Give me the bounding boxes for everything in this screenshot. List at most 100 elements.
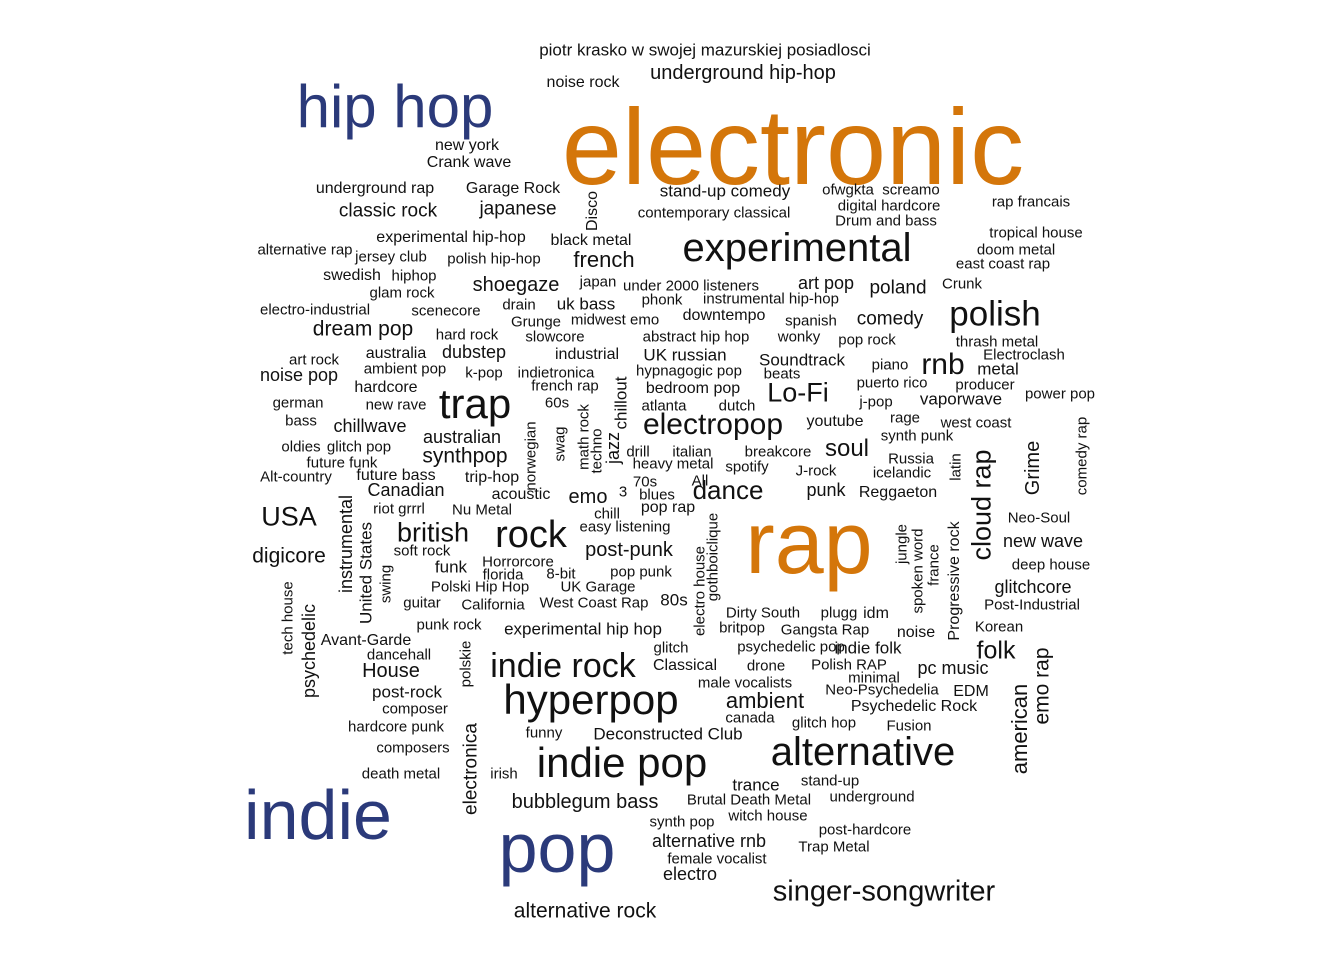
tag-edm: EDM xyxy=(953,683,989,700)
tag-japanese: japanese xyxy=(479,198,557,220)
tag-idm: idm xyxy=(863,605,889,622)
tag-australian: australian xyxy=(422,427,502,447)
tag-downtempo: downtempo xyxy=(682,307,766,324)
tag-tech-house: tech house xyxy=(279,581,297,655)
tag-rock: rock xyxy=(495,514,567,556)
tag-alternative-rap: alternative rap xyxy=(257,241,353,259)
tag-glitch-hop: glitch hop xyxy=(791,714,857,732)
tag-rap-francais: rap francais xyxy=(991,193,1071,211)
tag-norwegian: norwegian xyxy=(522,421,540,491)
tag-post-hardcore: post-hardcore xyxy=(818,821,912,839)
tag-heavy-metal: heavy metal xyxy=(632,455,714,473)
tag-dancehall: dancehall xyxy=(366,646,432,664)
tag-all: All xyxy=(691,472,709,490)
tag-80s: 80s xyxy=(660,590,688,610)
tag-crank-wave: Crank wave xyxy=(426,154,512,171)
tag-shoegaze: shoegaze xyxy=(472,274,560,296)
tag-chillout: chillout xyxy=(611,376,631,430)
tag-neo-soul: Neo-Soul xyxy=(1007,509,1071,527)
tag-drain: drain xyxy=(502,296,536,314)
tag-grime: Grime xyxy=(1022,440,1044,496)
tag-j-rock: J-rock xyxy=(795,462,837,480)
tag-instrumental: instrumental xyxy=(336,494,356,594)
tag-dutch: dutch xyxy=(718,397,756,415)
tag-american: american xyxy=(1007,683,1032,775)
tag-spoken-word: spoken word xyxy=(909,528,927,614)
tag-canadian: Canadian xyxy=(367,480,445,500)
tag-glitchcore: glitchcore xyxy=(994,577,1072,597)
tag-beats: beats xyxy=(763,365,801,383)
tag-indie: indie xyxy=(244,776,392,854)
tag-underground-hip-hop: underground hip-hop xyxy=(650,62,836,84)
tag-riot-grrrl: riot grrrl xyxy=(373,500,425,518)
tag-jersey-club: jersey club xyxy=(355,248,427,266)
tag-italian: italian xyxy=(672,443,712,461)
tag-hiphop: hiphop xyxy=(391,267,437,285)
tag-hardcore-punk: hardcore punk xyxy=(348,718,444,736)
tag-hyperpop: hyperpop xyxy=(503,676,679,723)
tag-composers: composers xyxy=(376,739,450,757)
tag-indie-folk: indie folk xyxy=(834,638,902,658)
tag-polish: polish xyxy=(949,294,1041,334)
tag-crunk: Crunk xyxy=(941,275,983,293)
tag-house: House xyxy=(362,660,420,682)
tag-wonky: wonky xyxy=(777,328,821,346)
tag-electroclash: Electroclash xyxy=(983,346,1065,364)
tag-comedy: comedy xyxy=(856,308,924,330)
tag-post-punk: post-punk xyxy=(585,539,673,561)
tag-drill: drill xyxy=(626,443,650,461)
tag-chillwave: chillwave xyxy=(333,416,407,436)
tag-swag: swag xyxy=(551,426,569,462)
tag-deconstructed-club: Deconstructed Club xyxy=(593,724,743,744)
tag-icelandic: icelandic xyxy=(872,464,932,482)
tag-soft-rock: soft rock xyxy=(393,542,451,560)
tag-dubstep: dubstep xyxy=(441,342,507,362)
tag-brutal-death-metal: Brutal Death Metal xyxy=(686,791,812,809)
tag-indie-rock: indie rock xyxy=(490,647,636,685)
tag-digicore: digicore xyxy=(252,544,326,568)
tag-polski-hip-hop: Polski Hip Hop xyxy=(430,578,530,596)
tag-blues: blues xyxy=(639,486,675,504)
tag-jazz: jazz xyxy=(603,431,623,465)
tag-synth-punk: synth punk xyxy=(880,427,954,445)
tag-hip-hop: hip hop xyxy=(296,73,494,140)
tag-polish-rap: Polish RAP xyxy=(811,656,887,674)
tag-glitch: glitch xyxy=(653,639,689,657)
tag-horrorcore: Horrorcore xyxy=(482,553,554,571)
tag-guitar: guitar xyxy=(403,594,441,612)
tag-noise: noise xyxy=(896,624,936,641)
tag-canada: canada xyxy=(725,709,775,727)
tag-power-pop: power pop xyxy=(1024,385,1096,403)
tag-singer-songwriter: singer-songwriter xyxy=(772,875,996,908)
tag-slowcore: slowcore xyxy=(525,328,585,346)
tag-folk: folk xyxy=(976,636,1016,665)
tag-piano: piano xyxy=(871,356,909,374)
tag-polish-hip-hop: polish hip-hop xyxy=(447,250,541,268)
tag-spotify: spotify xyxy=(725,458,769,476)
tag-death-metal: death metal xyxy=(361,765,441,783)
tag-australia: australia xyxy=(365,345,427,362)
tag-breakcore: breakcore xyxy=(744,443,812,461)
tag-west-coast: west coast xyxy=(940,414,1012,432)
tag-california: California xyxy=(461,596,525,614)
tag-oldies: oldies xyxy=(281,438,321,456)
tag-alt-country: Alt-country xyxy=(260,468,332,486)
tag-pop-punk: pop punk xyxy=(610,563,672,581)
tag-rage: rage xyxy=(889,409,921,427)
tag-youtube: youtube xyxy=(806,413,864,430)
tag-funk: funk xyxy=(434,557,468,577)
tag-ofwgkta: ofwgkta xyxy=(822,181,874,199)
tag-pop: pop xyxy=(498,809,616,887)
tag-emo: emo xyxy=(568,486,608,508)
tag-bass: bass xyxy=(285,412,317,430)
tag-thrash-metal: thrash metal xyxy=(955,333,1039,351)
tag-progressive-rock: Progressive rock xyxy=(946,521,963,641)
tag-electronica: electronica xyxy=(460,723,482,815)
tag-alternative-rock: alternative rock xyxy=(513,899,657,923)
tag-trap-metal: Trap Metal xyxy=(798,838,870,856)
tag-russia: Russia xyxy=(888,450,934,468)
tag-japan: japan xyxy=(579,273,617,291)
tag-k-pop: k-pop xyxy=(465,364,503,382)
tag-j-pop: j-pop xyxy=(859,393,893,411)
